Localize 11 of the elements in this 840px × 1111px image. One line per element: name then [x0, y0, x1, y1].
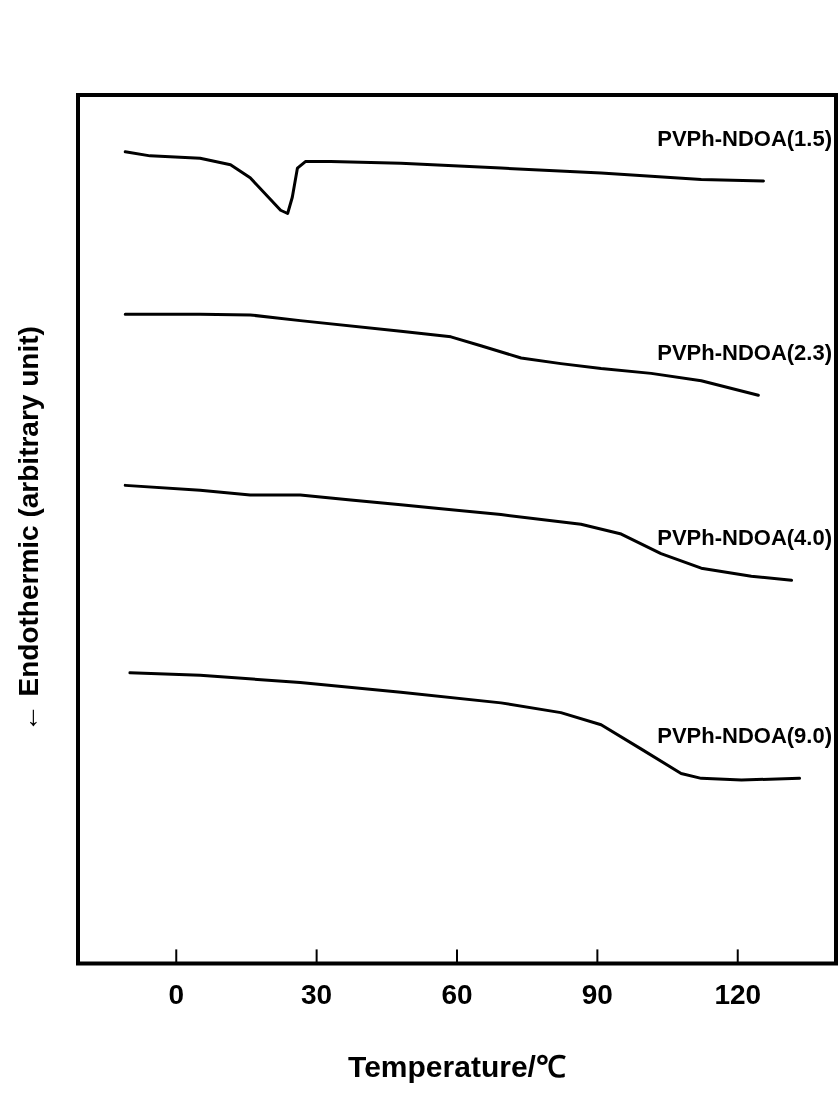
x-tick-label: 60 [441, 978, 473, 1010]
series-label: PVPh-NDOA(2.3) [657, 340, 832, 366]
series-label: PVPh-NDOA(9.0) [657, 723, 832, 749]
y-axis-title: ← Endothermic (arbitrary unit) [12, 326, 44, 733]
series-label: PVPh-NDOA(1.5) [657, 126, 832, 152]
series-label: PVPh-NDOA(4.0) [657, 525, 832, 551]
x-tick-label: 90 [581, 978, 613, 1010]
x-tick-label: 120 [714, 978, 762, 1010]
x-axis-title: Temperature/℃ [348, 1050, 566, 1084]
x-tick-label: 0 [168, 978, 185, 1010]
x-tick-label: 30 [301, 978, 333, 1010]
